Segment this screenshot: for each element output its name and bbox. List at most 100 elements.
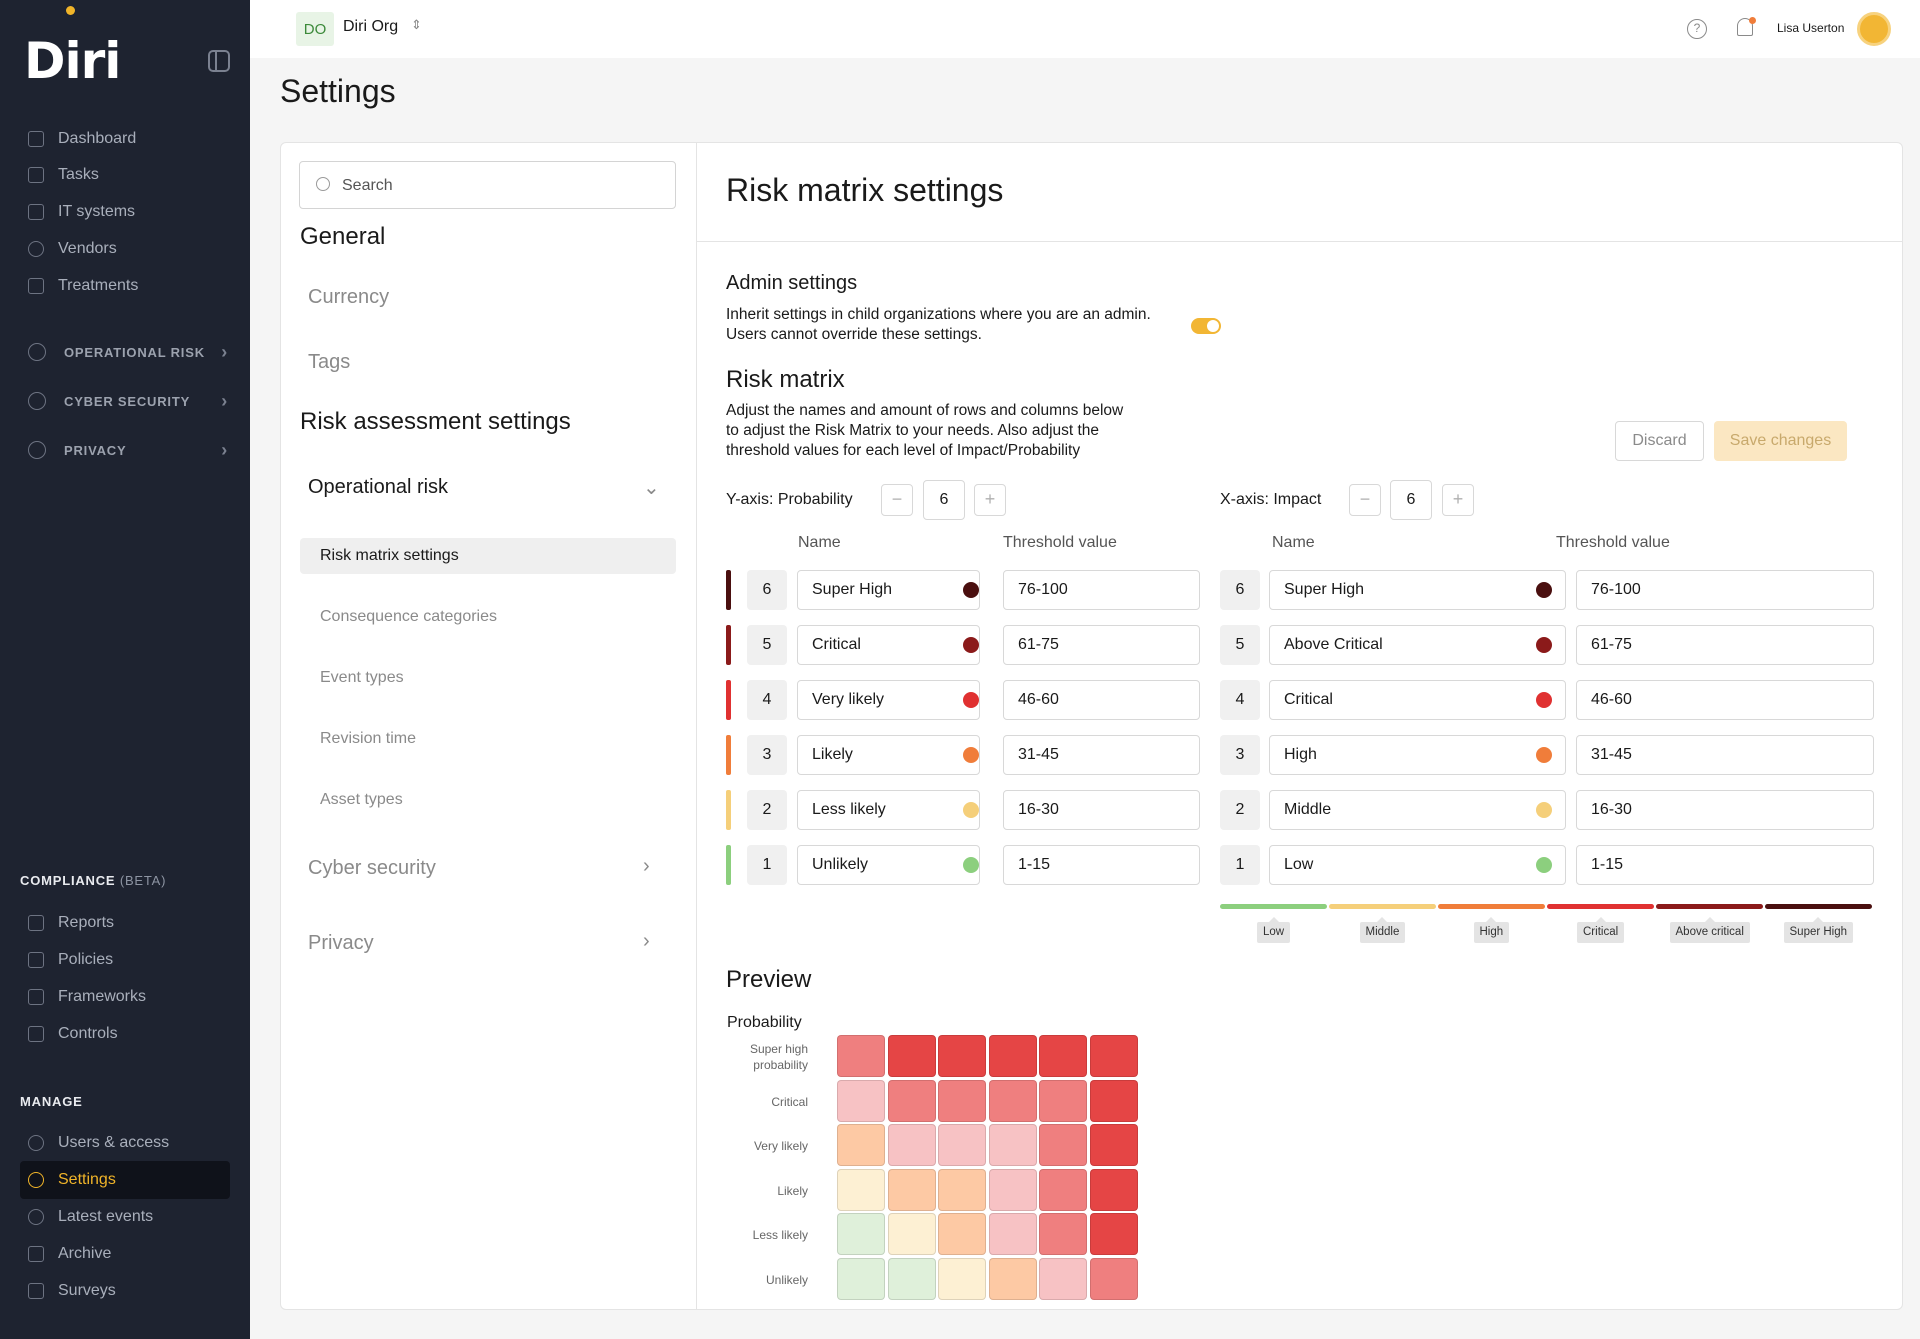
x-increment-button[interactable]: + xyxy=(1442,484,1474,516)
probability-threshold-input[interactable]: 16-30 xyxy=(1003,790,1200,830)
preview-cell xyxy=(837,1213,885,1255)
preview-cell xyxy=(1039,1079,1087,1122)
help-icon[interactable]: ? xyxy=(1687,19,1707,39)
probability-name-input[interactable]: Less likely xyxy=(797,790,980,830)
user-name[interactable]: Lisa Userton xyxy=(1777,21,1845,35)
nav-policies[interactable]: Policies xyxy=(28,945,113,975)
x-count-input[interactable]: 6 xyxy=(1390,480,1432,520)
impact-name-input[interactable]: Low xyxy=(1269,845,1566,885)
discard-button[interactable]: Discard xyxy=(1615,421,1704,461)
probability-color-dot[interactable] xyxy=(963,582,979,598)
nav-group-privacy[interactable]: PRIVACY › xyxy=(28,435,228,465)
diri-logo[interactable]: Diri xyxy=(24,32,121,90)
nav-it-systems[interactable]: IT systems xyxy=(28,197,135,227)
probability-threshold-input[interactable]: 46-60 xyxy=(1003,680,1200,720)
impact-level-number: 3 xyxy=(1220,735,1260,775)
probability-threshold-input[interactable]: 76-100 xyxy=(1003,570,1200,610)
nav-archive[interactable]: Archive xyxy=(28,1239,111,1269)
impact-color-dot[interactable] xyxy=(1536,747,1552,763)
impact-threshold-input[interactable]: 76-100 xyxy=(1576,570,1874,610)
nav-vendors[interactable]: Vendors xyxy=(28,234,117,264)
y-count-input[interactable]: 6 xyxy=(923,480,965,520)
collapse-sidebar-icon[interactable] xyxy=(208,50,230,72)
nav-settings[interactable]: Settings xyxy=(28,1165,116,1195)
nav-group-operational-risk[interactable]: OPERATIONAL RISK › xyxy=(28,337,228,367)
probability-name-input[interactable]: Very likely xyxy=(797,680,980,720)
settings-nav-currency[interactable]: Currency xyxy=(308,286,390,308)
matrix-text-line-3: threshold values for each level of Impac… xyxy=(726,442,1081,459)
preview-cell xyxy=(988,1124,1037,1166)
content-divider xyxy=(697,241,1903,242)
impact-name-input[interactable]: High xyxy=(1269,735,1566,775)
settings-nav-consequence-categories[interactable]: Consequence categories xyxy=(320,608,498,625)
settings-nav-cyber-security[interactable]: Cyber security xyxy=(308,857,436,879)
page-title: Settings xyxy=(280,73,396,109)
impact-name-input[interactable]: Above Critical xyxy=(1269,625,1566,665)
impact-threshold-input[interactable]: 31-45 xyxy=(1576,735,1874,775)
settings-nav-risk-matrix[interactable]: Risk matrix settings xyxy=(320,547,459,564)
impact-name-input[interactable]: Super High xyxy=(1269,570,1566,610)
nav-reports[interactable]: Reports xyxy=(28,908,114,938)
impact-color-dot[interactable] xyxy=(1536,637,1552,653)
probability-color-dot[interactable] xyxy=(963,747,979,763)
impact-threshold-input[interactable]: 61-75 xyxy=(1576,625,1874,665)
impact-color-dot[interactable] xyxy=(1536,692,1552,708)
chevron-down-icon[interactable]: ⌄ xyxy=(643,477,660,499)
org-badge[interactable]: DO xyxy=(296,12,334,46)
settings-nav-asset-types[interactable]: Asset types xyxy=(320,791,403,808)
nav-frameworks[interactable]: Frameworks xyxy=(28,982,146,1012)
bell-icon[interactable] xyxy=(1737,18,1753,36)
org-switch-icon[interactable]: ⇕ xyxy=(411,17,422,32)
search-box[interactable] xyxy=(299,161,676,209)
y-name-column-header: Name xyxy=(798,534,841,551)
chevron-right-icon[interactable]: › xyxy=(643,930,650,952)
settings-nav-privacy[interactable]: Privacy xyxy=(308,932,374,954)
probability-threshold-input[interactable]: 31-45 xyxy=(1003,735,1200,775)
probability-name-input[interactable]: Critical xyxy=(797,625,980,665)
impact-name-input[interactable]: Critical xyxy=(1269,680,1566,720)
preview-heading: Preview xyxy=(726,966,812,993)
y-increment-button[interactable]: + xyxy=(974,484,1006,516)
settings-nav-revision-time[interactable]: Revision time xyxy=(320,730,417,747)
probability-name-input[interactable]: Super High xyxy=(797,570,980,610)
nav-surveys[interactable]: Surveys xyxy=(28,1276,116,1306)
impact-name-input[interactable]: Middle xyxy=(1269,790,1566,830)
impact-threshold-input[interactable]: 1-15 xyxy=(1576,845,1874,885)
y-decrement-button[interactable]: − xyxy=(881,484,913,516)
nav-group-cyber-security[interactable]: CYBER SECURITY › xyxy=(28,386,228,416)
probability-threshold-input[interactable]: 61-75 xyxy=(1003,625,1200,665)
settings-nav-operational-risk[interactable]: Operational risk xyxy=(308,476,449,498)
impact-threshold-input[interactable]: 16-30 xyxy=(1576,790,1874,830)
probability-name-input[interactable]: Likely xyxy=(797,735,980,775)
impact-color-dot[interactable] xyxy=(1536,802,1552,818)
legend-segment xyxy=(1765,904,1872,909)
probability-threshold-input[interactable]: 1-15 xyxy=(1003,845,1200,885)
probability-color-dot[interactable] xyxy=(963,857,979,873)
chevron-right-icon: › xyxy=(221,439,228,460)
nav-tasks[interactable]: Tasks xyxy=(28,160,99,190)
inherit-settings-toggle[interactable] xyxy=(1191,318,1221,334)
impact-color-dot[interactable] xyxy=(1536,582,1552,598)
nav-users-access[interactable]: Users & access xyxy=(28,1128,169,1158)
avatar[interactable] xyxy=(1857,12,1891,46)
nav-dashboard[interactable]: Dashboard xyxy=(28,124,136,154)
x-name-column-header: Name xyxy=(1272,534,1315,551)
probability-color-dot[interactable] xyxy=(963,802,979,818)
x-decrement-button[interactable]: − xyxy=(1349,484,1381,516)
nav-active-highlight xyxy=(20,1161,230,1199)
impact-threshold-input[interactable]: 46-60 xyxy=(1576,680,1874,720)
shield-icon xyxy=(28,278,44,294)
probability-color-dot[interactable] xyxy=(963,692,979,708)
impact-color-dot[interactable] xyxy=(1536,857,1552,873)
settings-nav-tags[interactable]: Tags xyxy=(308,351,351,373)
chevron-right-icon[interactable]: › xyxy=(643,855,650,877)
search-input[interactable] xyxy=(342,174,662,198)
nav-controls[interactable]: Controls xyxy=(28,1019,118,1049)
probability-name-input[interactable]: Unlikely xyxy=(797,845,980,885)
probability-color-dot[interactable] xyxy=(963,637,979,653)
settings-nav-event-types[interactable]: Event types xyxy=(320,669,404,686)
save-changes-button[interactable]: Save changes xyxy=(1714,421,1847,461)
nav-treatments[interactable]: Treatments xyxy=(28,271,138,301)
nav-latest-events[interactable]: Latest events xyxy=(28,1202,153,1232)
org-name[interactable]: Diri Org xyxy=(343,18,399,35)
